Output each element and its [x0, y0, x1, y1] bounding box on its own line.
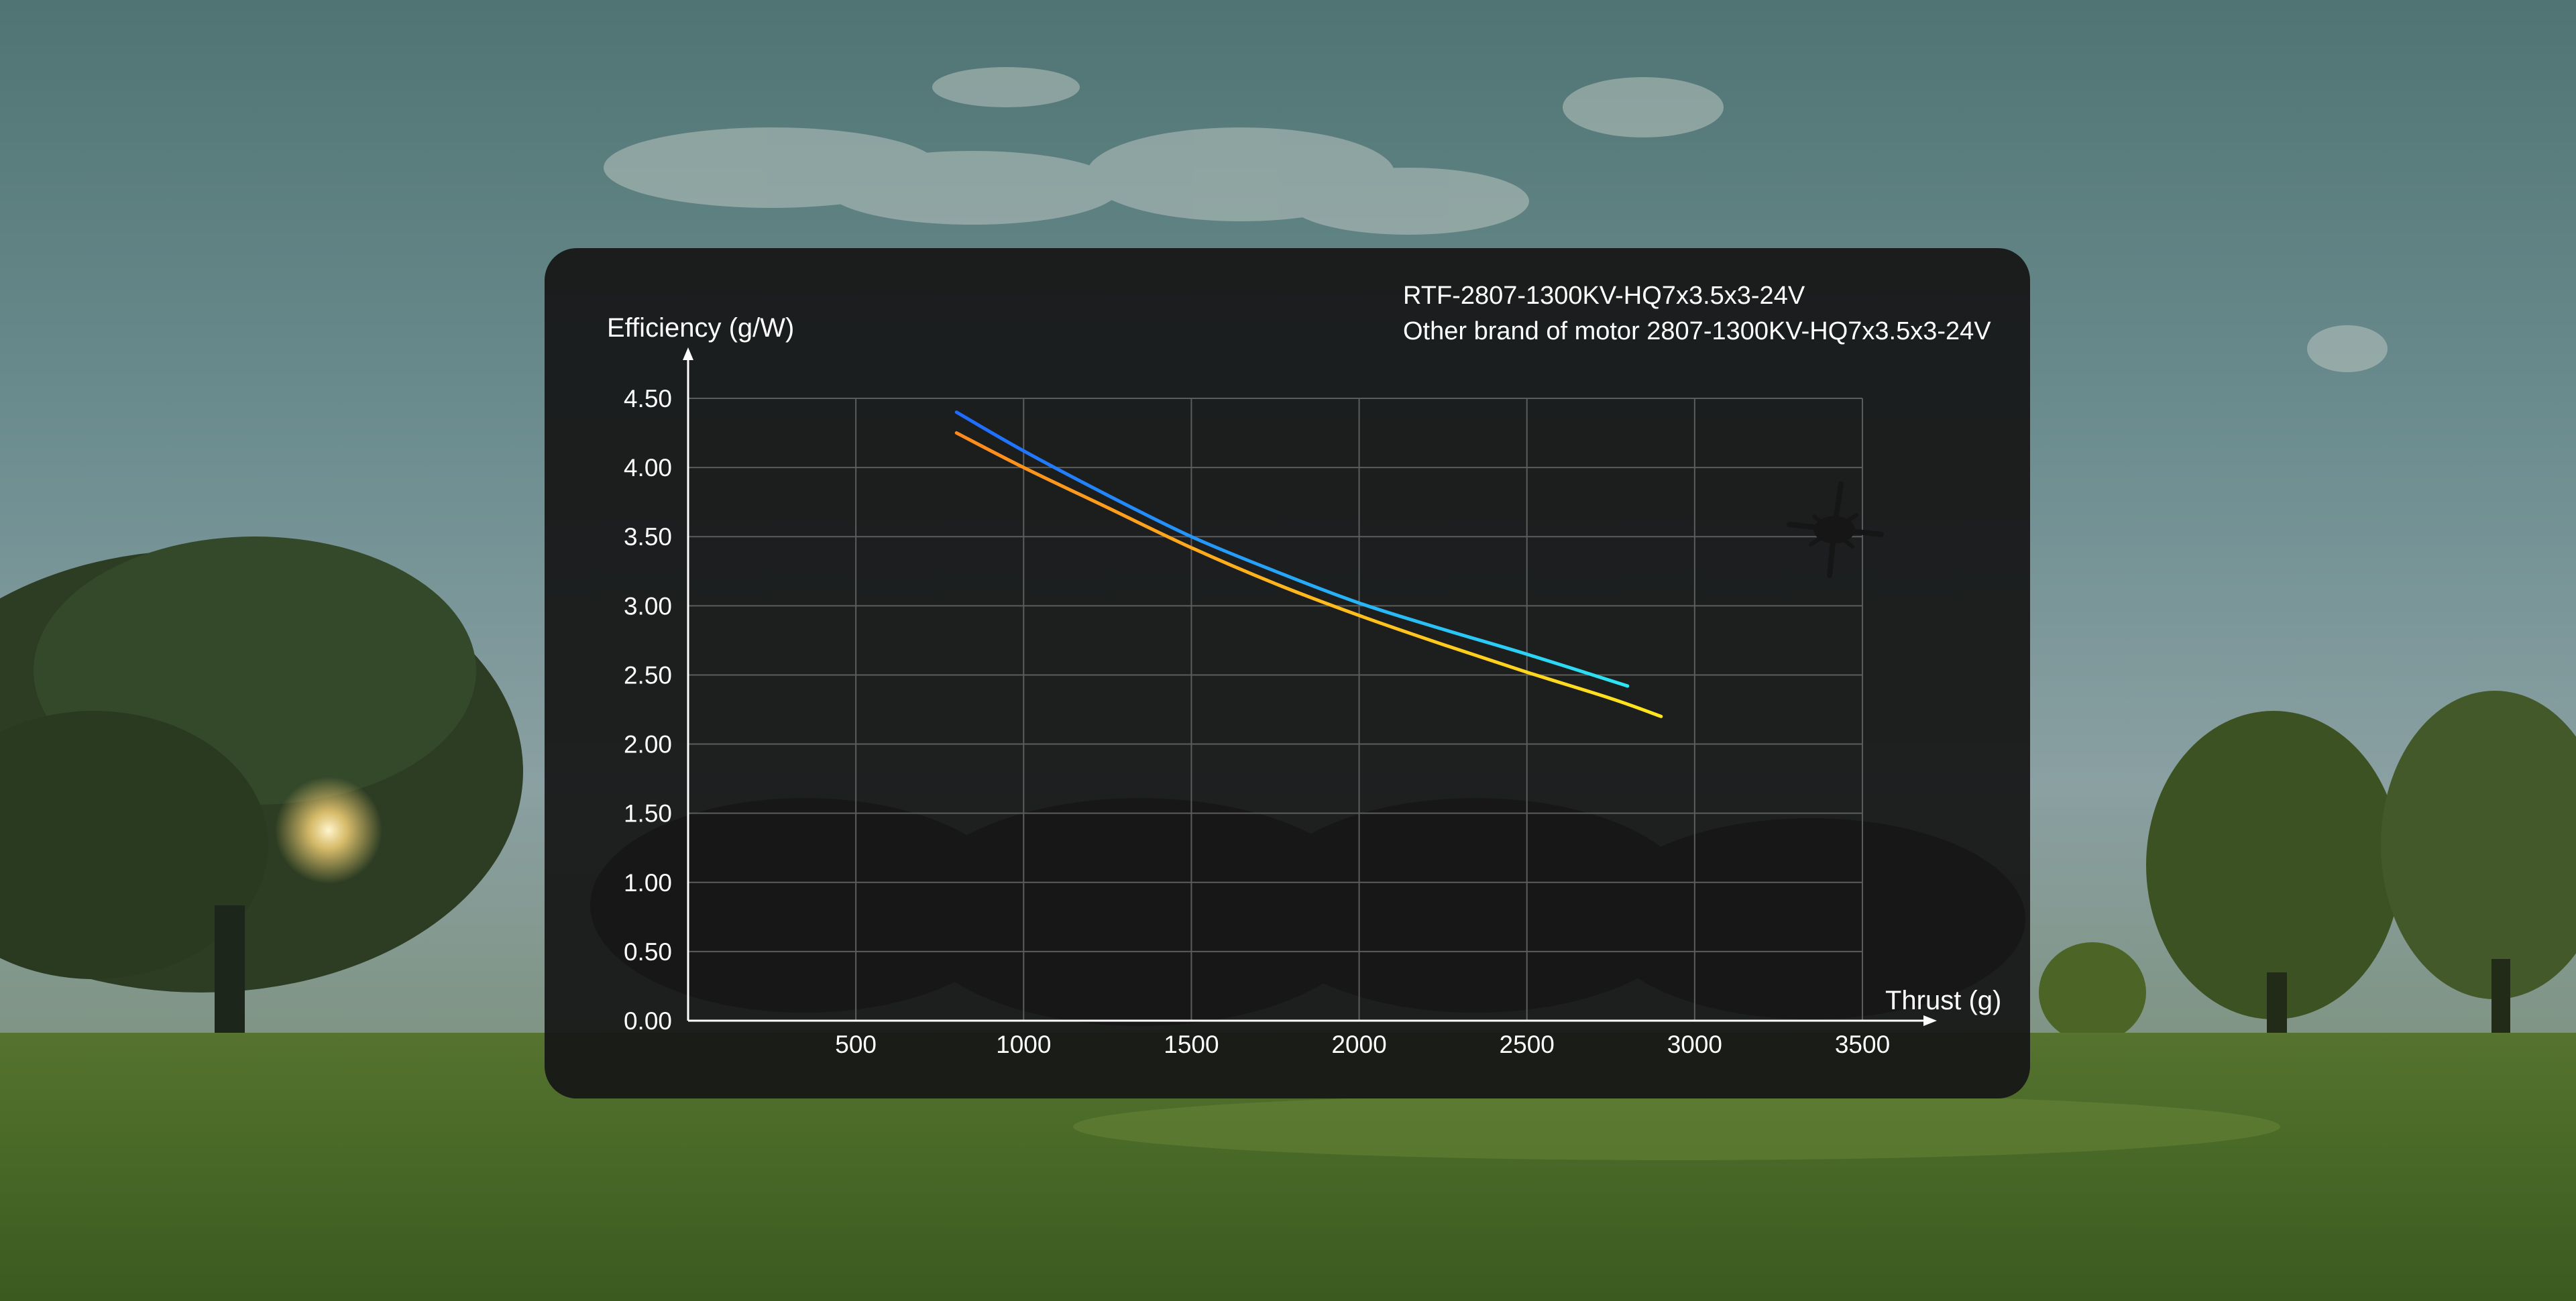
- sun-glow: [275, 777, 382, 884]
- y-tick-label-1: 0.50: [624, 938, 672, 966]
- y-tick-label-8: 4.00: [624, 454, 672, 482]
- clouds: [604, 67, 2388, 372]
- x-tick-label-0: 500: [835, 1031, 877, 1058]
- y-axis-title: Efficiency (g/W): [607, 313, 794, 343]
- y-tick-labels: 0.00 0.50 1.00 1.50 2.00 2.50 3.00 3.50 4.00 4.50: [624, 385, 672, 1035]
- x-tick-labels: 500 1000 1500 2000 2500 3000 3500: [835, 1031, 1890, 1058]
- y-tick-label-2: 1.00: [624, 869, 672, 897]
- x-axis-title: Thrust (g): [1885, 986, 2001, 1015]
- grass-highlight: [1073, 1093, 2280, 1160]
- x-axis-arrow: [1923, 1015, 1937, 1026]
- x-tick-label-2: 1500: [1164, 1031, 1219, 1058]
- y-tick-label-5: 2.50: [624, 661, 672, 689]
- drone-silhouette: [1787, 482, 1884, 578]
- series-line-1: [954, 410, 1630, 688]
- series-lines: [954, 410, 1663, 718]
- x-tick-label-1: 1000: [996, 1031, 1051, 1058]
- x-tick-label-3: 2000: [1331, 1031, 1386, 1058]
- grid-lines: [688, 398, 1863, 1021]
- y-tick-label-0: 0.00: [624, 1007, 672, 1035]
- y-axis-arrow: [683, 347, 693, 360]
- chart-panel: [545, 248, 2030, 1098]
- axes: [683, 347, 1937, 1026]
- legend-label-series-1: RTF-2807-1300KV-HQ7x3.5x3-24V: [1403, 282, 1805, 310]
- x-tick-label-5: 3000: [1667, 1031, 1722, 1058]
- y-tick-label-6: 3.00: [624, 592, 672, 620]
- legend-label-series-2: Other brand of motor 2807-1300KV-HQ7x3.5…: [1403, 317, 1991, 345]
- left-tree: [0, 536, 523, 1053]
- x-tick-label-6: 3500: [1835, 1031, 1890, 1058]
- y-tick-label-4: 2.00: [624, 731, 672, 758]
- legend: RTF-2807-1300KV-HQ7x3.5x3-24V Other bran…: [1322, 282, 1991, 345]
- y-tick-label-7: 3.50: [624, 523, 672, 551]
- series-line-2: [954, 431, 1663, 718]
- x-tick-label-4: 2500: [1500, 1031, 1555, 1058]
- y-tick-label-9: 4.50: [624, 385, 672, 412]
- y-tick-label-3: 1.50: [624, 800, 672, 828]
